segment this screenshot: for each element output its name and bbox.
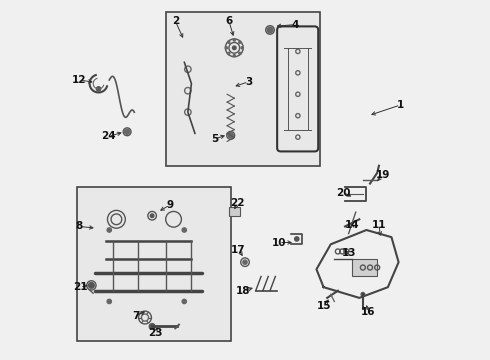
Circle shape — [107, 228, 111, 232]
Circle shape — [107, 299, 111, 303]
Circle shape — [233, 39, 235, 41]
Circle shape — [267, 27, 273, 33]
Circle shape — [97, 87, 100, 91]
Circle shape — [233, 55, 235, 57]
Bar — [77, 187, 231, 341]
Text: 22: 22 — [230, 198, 245, 208]
Circle shape — [228, 133, 233, 138]
Bar — [352, 258, 377, 276]
Text: 5: 5 — [211, 134, 218, 144]
Bar — [167, 12, 320, 166]
Circle shape — [182, 299, 186, 303]
Text: 13: 13 — [342, 248, 356, 257]
Text: 9: 9 — [167, 200, 173, 210]
Text: 17: 17 — [231, 245, 246, 255]
Text: 21: 21 — [73, 282, 87, 292]
Circle shape — [225, 47, 227, 49]
Circle shape — [149, 324, 155, 329]
Text: 20: 20 — [336, 188, 350, 198]
Circle shape — [241, 47, 243, 49]
Text: 15: 15 — [317, 301, 331, 311]
Circle shape — [243, 260, 247, 264]
Text: 4: 4 — [292, 19, 299, 30]
Circle shape — [361, 293, 365, 296]
Circle shape — [228, 41, 230, 43]
Text: 23: 23 — [147, 328, 162, 338]
Circle shape — [150, 214, 154, 217]
Text: 10: 10 — [271, 238, 286, 248]
Circle shape — [239, 41, 241, 43]
Text: 7: 7 — [132, 311, 140, 321]
Circle shape — [239, 52, 241, 54]
Text: 18: 18 — [236, 286, 250, 296]
Text: 6: 6 — [225, 16, 233, 26]
Circle shape — [294, 237, 299, 241]
Text: 2: 2 — [172, 16, 179, 26]
Circle shape — [124, 129, 130, 134]
Text: 8: 8 — [75, 221, 82, 231]
Text: 14: 14 — [345, 220, 360, 230]
Circle shape — [182, 228, 186, 232]
Text: 12: 12 — [72, 75, 86, 85]
Text: 1: 1 — [397, 100, 404, 110]
Bar — [229, 207, 240, 216]
Text: 16: 16 — [361, 307, 375, 317]
Circle shape — [232, 46, 236, 50]
Circle shape — [228, 52, 230, 54]
Circle shape — [89, 283, 94, 288]
Text: 3: 3 — [245, 77, 252, 87]
Text: 24: 24 — [101, 131, 116, 141]
Text: 11: 11 — [372, 220, 386, 230]
Text: 19: 19 — [375, 170, 390, 180]
